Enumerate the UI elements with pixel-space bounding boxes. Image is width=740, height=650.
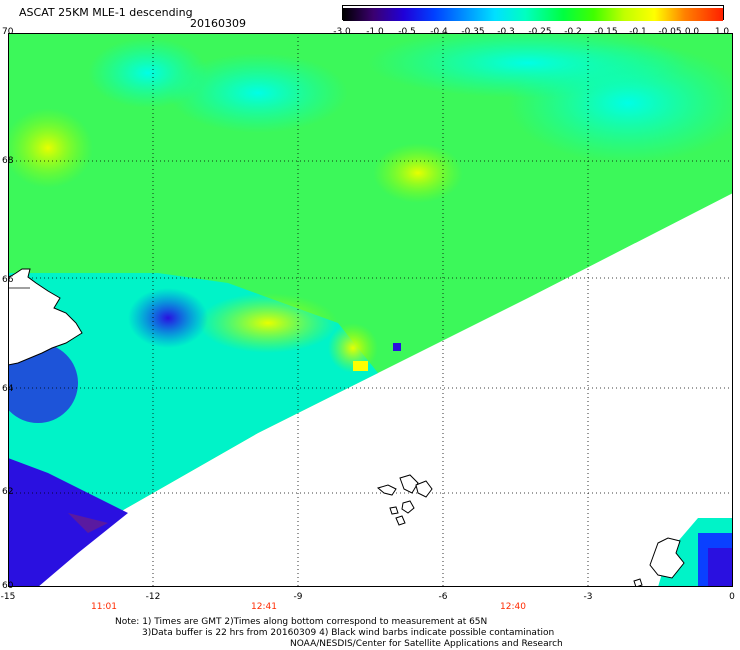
map-canvas [8,33,733,587]
lon-label: 0 [729,592,735,602]
note-line-3: NOAA/NESDIS/Center for Satellite Applica… [290,639,563,649]
colorbar-label: -0.15 [594,27,618,37]
lat-label: 62 [2,487,14,497]
colorbar-label: 1.0 [714,27,730,37]
colorbar-labels: -3.0 -1.0 -0.5 -0.4 -0.35 -0.3 -0.25 -0.… [332,27,732,39]
lon-label: -15 [0,592,16,602]
time-label: 12:40 [500,602,526,612]
colorbar-label: 0.0 [684,27,700,37]
colorbar-label: -0.2 [564,27,582,37]
note-line-1: Note: 1) Times are GMT 2)Times along bot… [115,617,488,627]
colorbar-label: -0.35 [461,27,485,37]
colorbar-label: -1.0 [366,27,384,37]
product-date: 20160309 [190,17,246,30]
colorbar-label: -0.4 [430,27,448,37]
data-swath [8,33,733,587]
colorbar-label: -0.05 [658,27,682,37]
lat-label: 68 [2,156,14,166]
product-title: ASCAT 25KM MLE-1 descending [19,6,193,19]
lon-label: -12 [145,592,161,602]
lon-label: -3 [583,592,593,602]
time-label: 11:01 [91,602,117,612]
time-label: 12:41 [251,602,277,612]
iceland-coastline [8,268,83,366]
lat-label: 64 [2,384,14,394]
graticule [8,33,733,587]
faroe-islands [376,474,433,526]
map-frame [8,33,733,587]
colorbar-label: -0.1 [629,27,647,37]
shetland-coastline [633,537,685,587]
colorbar-label: -0.5 [398,27,416,37]
lon-label: -9 [293,592,303,602]
note-line-2: 3)Data buffer is 22 hrs from 20160309 4)… [142,628,555,638]
colorbar-label: -0.3 [497,27,515,37]
lat-label: 70 [2,27,14,37]
lat-label: 66 [2,275,14,285]
colorbar-label: -3.0 [333,27,351,37]
colorbar-gradient [343,8,723,21]
colorbar [342,5,724,21]
colorbar-label: -0.25 [528,27,552,37]
lat-label: 60 [2,581,14,591]
lon-label: -6 [438,592,448,602]
